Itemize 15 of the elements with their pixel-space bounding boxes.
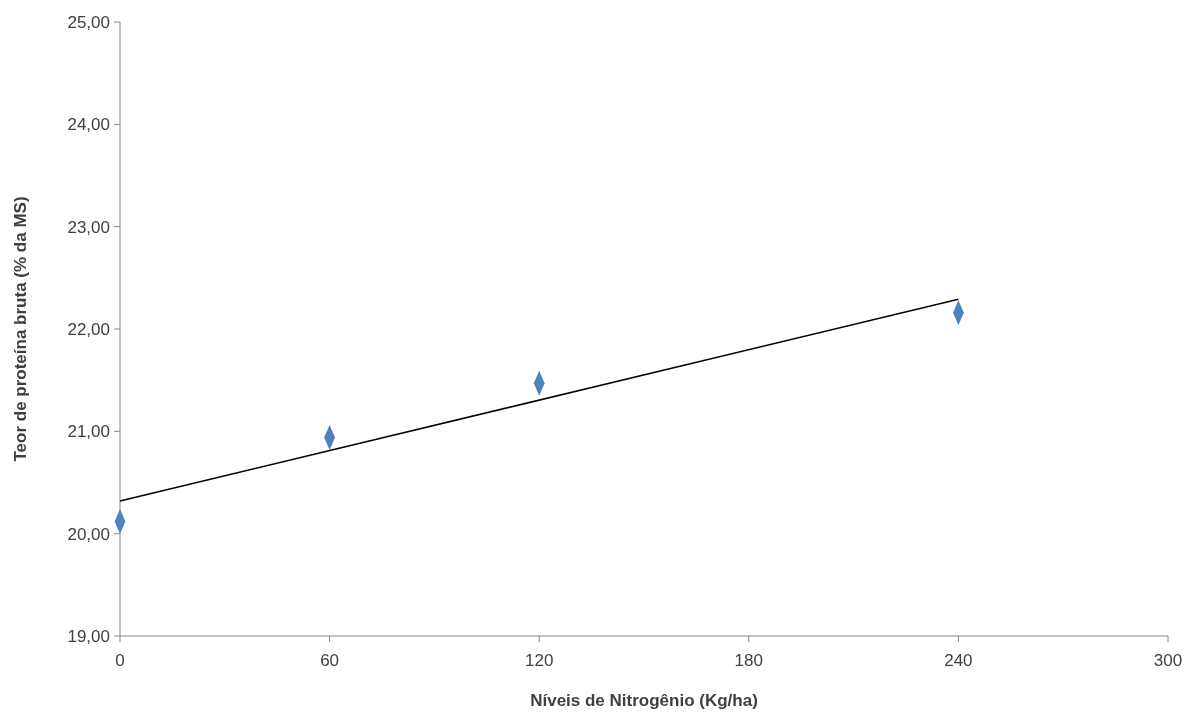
y-tick-label: 22,00 bbox=[67, 319, 110, 339]
y-axis-title: Teor de proteína bruta (% da MS) bbox=[11, 196, 30, 462]
y-tick-label: 20,00 bbox=[67, 524, 110, 544]
y-tick-label: 24,00 bbox=[67, 115, 110, 135]
y-tick-label: 19,00 bbox=[67, 626, 110, 646]
x-tick-label: 120 bbox=[525, 651, 554, 670]
y-tick-label: 21,00 bbox=[67, 422, 110, 442]
x-tick-label: 180 bbox=[734, 651, 763, 670]
x-tick-label: 0 bbox=[115, 651, 125, 670]
x-tick-label: 300 bbox=[1153, 651, 1183, 670]
x-tick-label: 240 bbox=[944, 651, 973, 670]
x-tick-label: 60 bbox=[320, 651, 340, 670]
y-tick-label: 23,00 bbox=[67, 217, 110, 237]
x-axis-title: Níveis de Nitrogênio (Kg/ha) bbox=[530, 691, 758, 710]
y-tick-label: 25,00 bbox=[67, 12, 110, 32]
